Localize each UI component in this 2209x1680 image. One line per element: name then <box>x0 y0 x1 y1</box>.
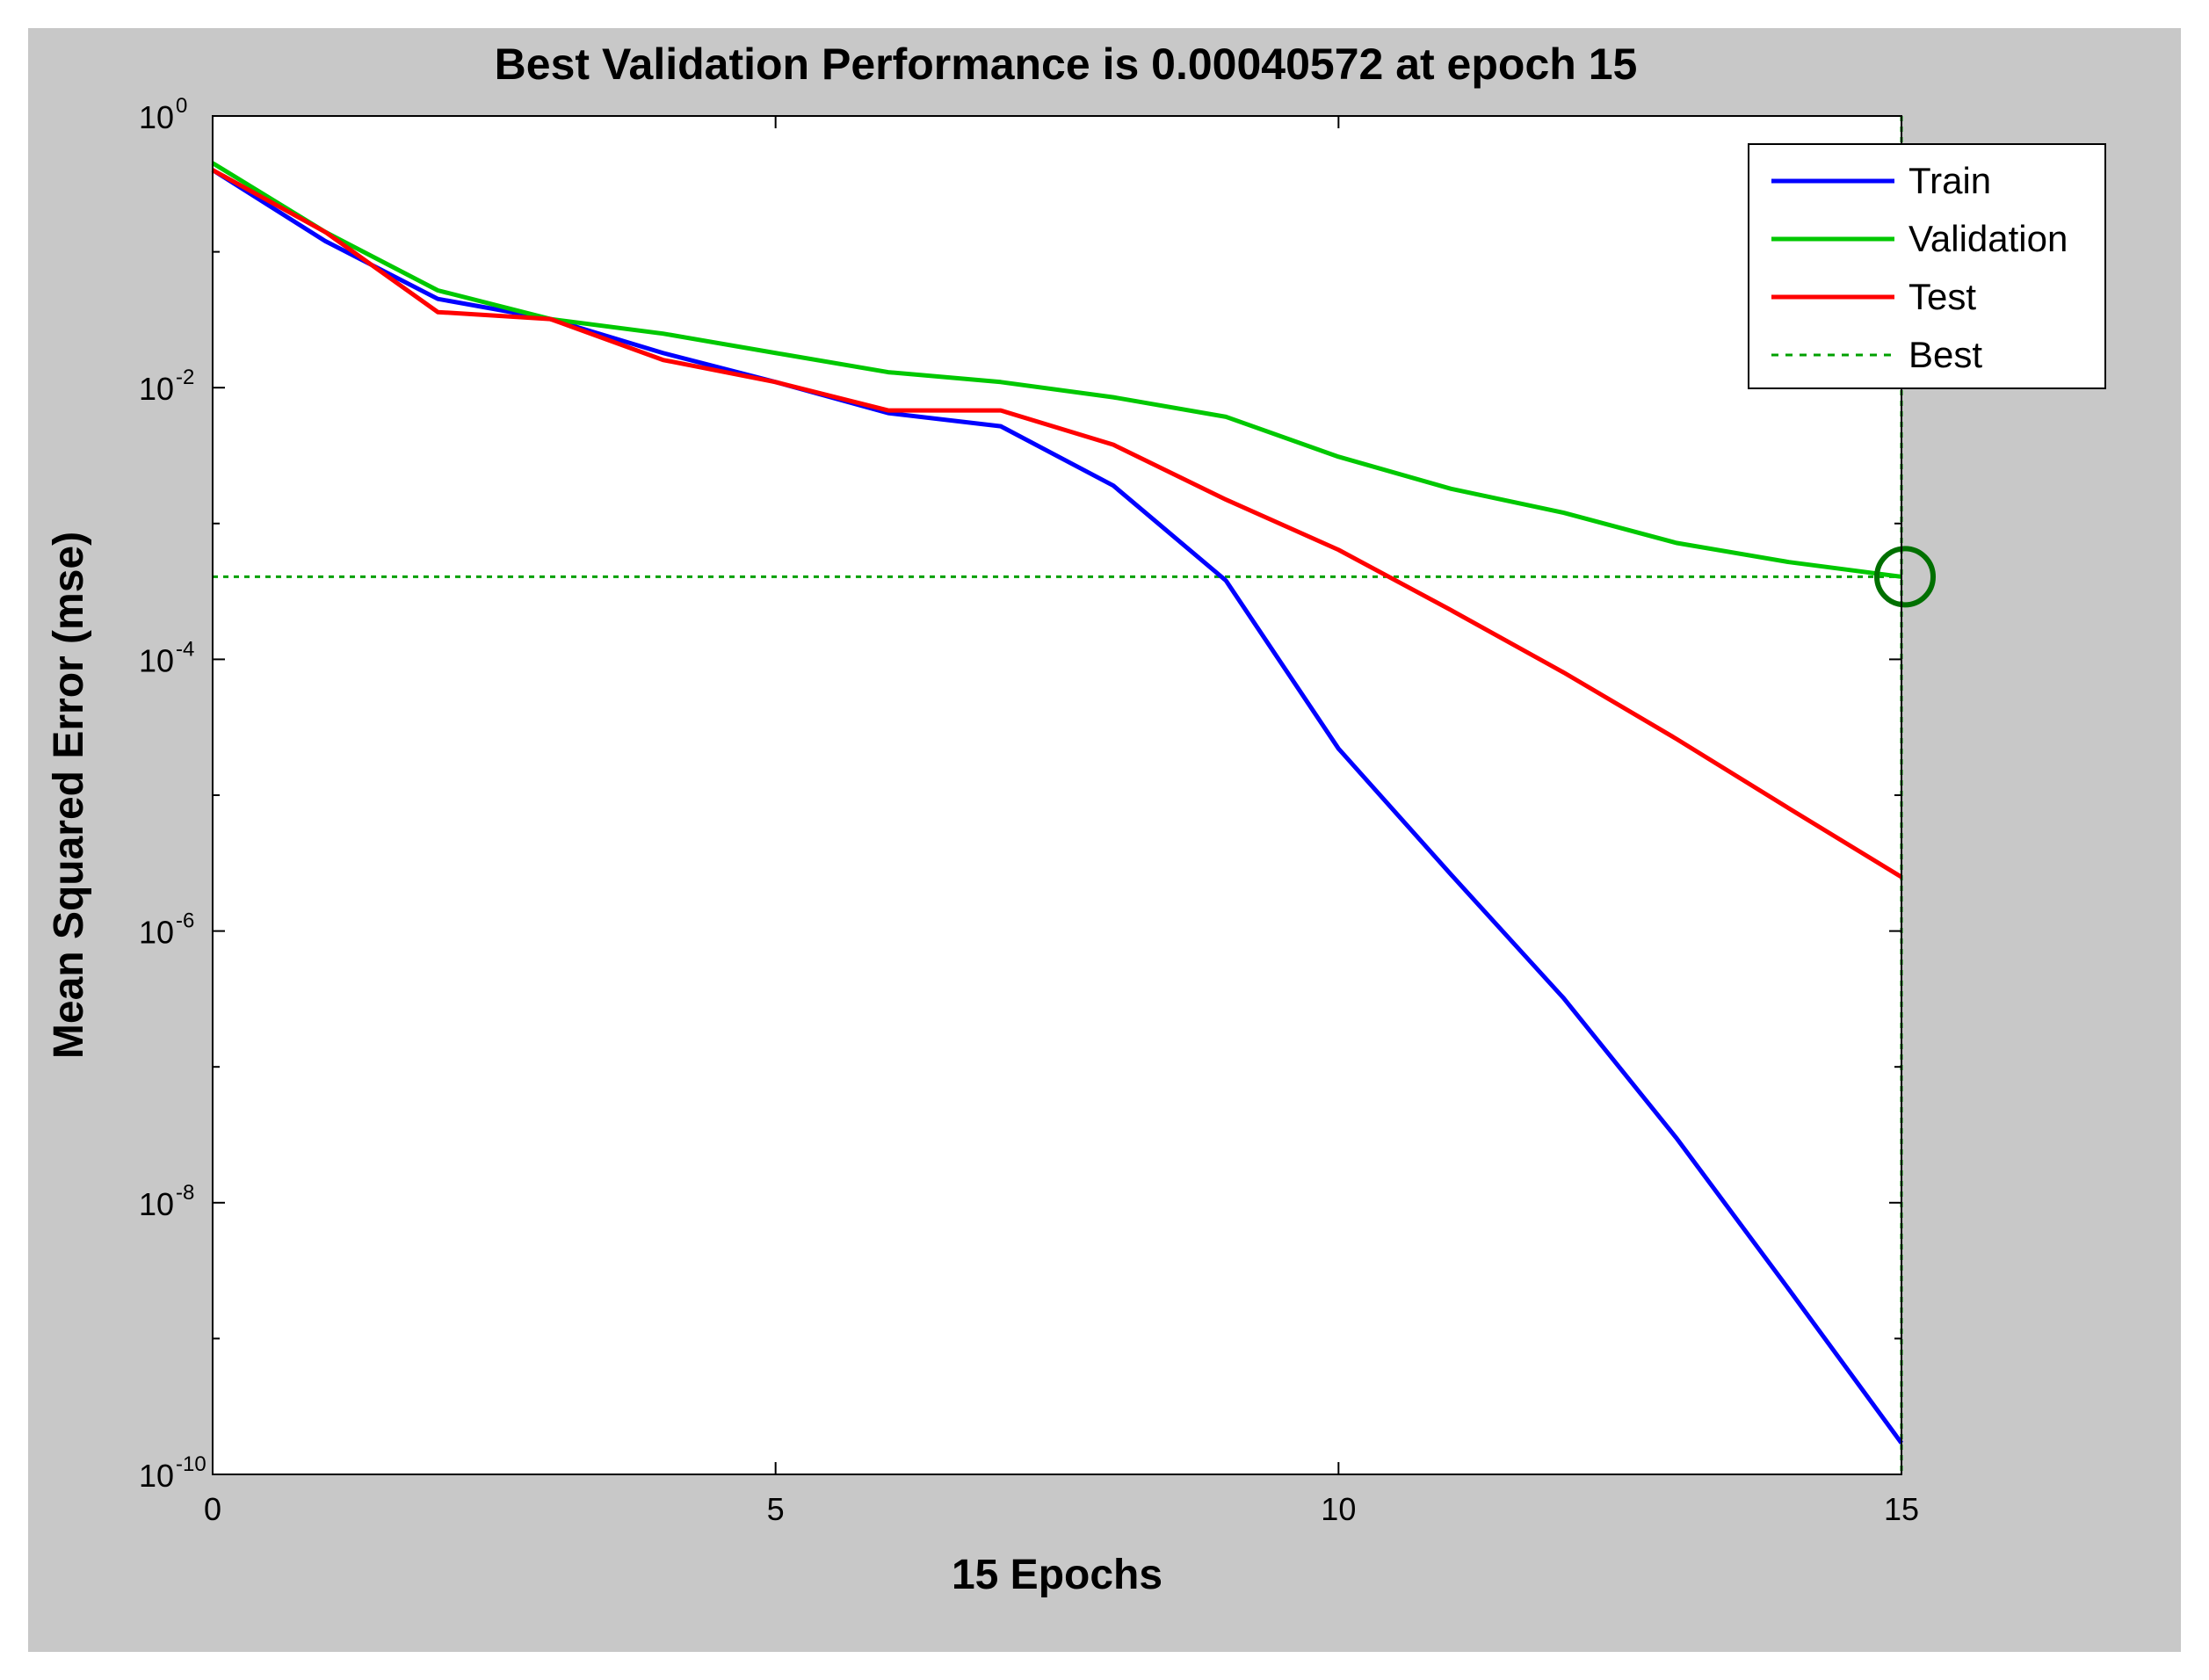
legend-label-best: Best <box>1908 334 1982 375</box>
y-tick-exponent: -6 <box>176 909 194 933</box>
legend: Train Validation Test Best <box>1748 143 2106 389</box>
legend-label-train: Train <box>1908 160 1991 201</box>
plot-area <box>213 116 1901 1474</box>
chart-title: Best Validation Performance is 0.0004057… <box>495 40 1638 89</box>
x-tick-label: 5 <box>767 1491 785 1527</box>
y-tick-exponent: 0 <box>176 94 187 118</box>
y-tick-exponent: -2 <box>176 366 194 389</box>
x-axis-label: 15 Epochs <box>952 1552 1162 1598</box>
legend-label-validation: Validation <box>1908 218 2068 259</box>
y-tick-label: 10 <box>139 1458 174 1494</box>
y-tick-label: 10 <box>139 99 174 135</box>
figure-window: Best Validation Performance is 0.0004057… <box>28 28 2181 1652</box>
legend-box <box>1748 143 2106 389</box>
legend-label-test: Test <box>1908 276 1976 317</box>
y-tick-label: 10 <box>139 915 174 951</box>
series-line-validation <box>211 161 1902 579</box>
x-tick-label: 10 <box>1321 1491 1356 1527</box>
y-tick-exponent: -10 <box>176 1452 206 1476</box>
y-tick-label: 10 <box>139 642 174 678</box>
y-tick-label: 10 <box>139 1186 174 1222</box>
x-tick-label: 0 <box>204 1491 221 1527</box>
series-line-train <box>211 168 1904 1445</box>
performance-chart: Best Validation Performance is 0.0004057… <box>46 40 2106 1598</box>
series-line-test <box>211 168 1903 880</box>
x-tick-label: 15 <box>1884 1491 1919 1527</box>
y-tick-exponent: -4 <box>176 637 194 661</box>
y-axis-label: Mean Squared Error (mse) <box>46 532 92 1059</box>
best-marker-circle <box>1874 546 1936 608</box>
y-tick-label: 10 <box>139 371 174 407</box>
y-tick-exponent: -8 <box>176 1181 194 1205</box>
